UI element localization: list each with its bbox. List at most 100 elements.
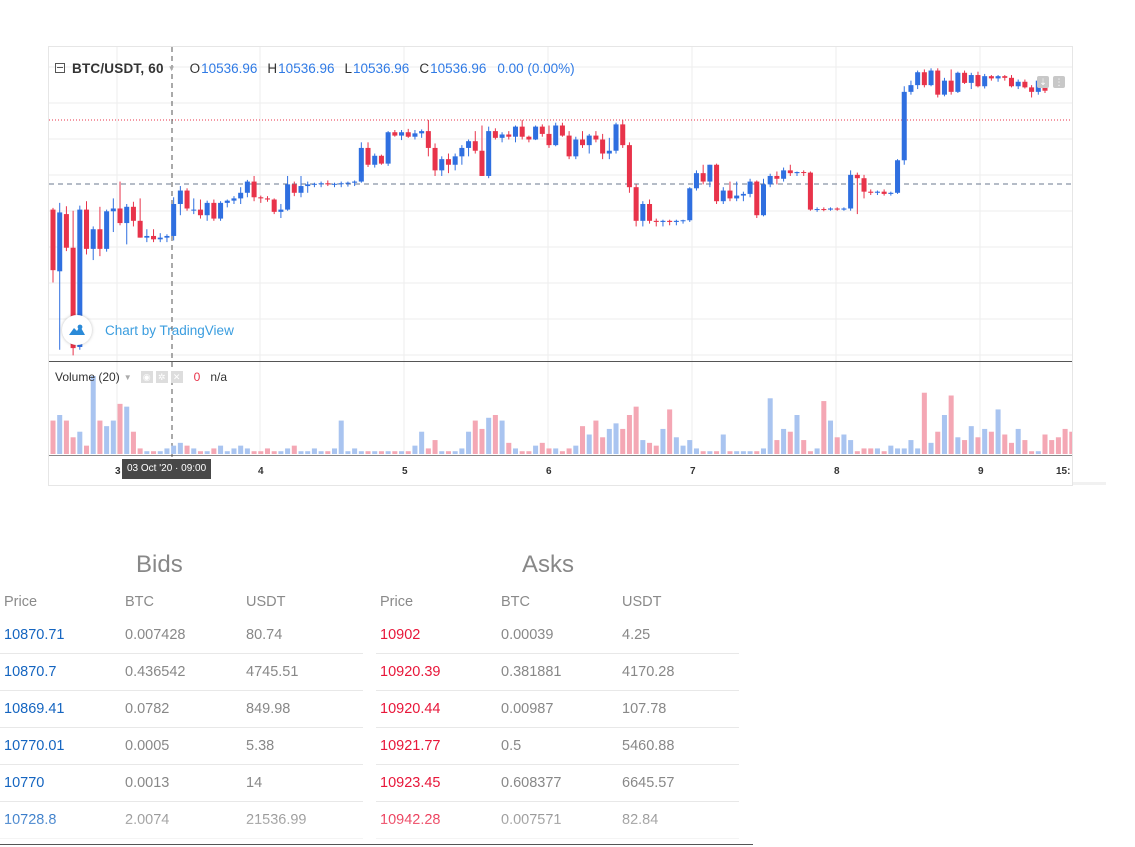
volume-bar <box>365 451 371 454</box>
price-cell: 10870.71 <box>4 627 65 643</box>
volume-bar <box>948 395 954 454</box>
usdt-total-cell: 6645.57 <box>622 775 675 791</box>
volume-bar <box>264 448 270 454</box>
candle-body <box>144 235 150 238</box>
volume-bar <box>486 417 492 454</box>
volume-bar <box>459 448 465 454</box>
volume-bar <box>70 437 76 454</box>
candle-body <box>492 131 498 138</box>
btc-amount-cell: 0.00039 <box>501 627 554 643</box>
price-cell: 10869.41 <box>4 701 65 717</box>
volume-bar <box>445 451 451 454</box>
ask-row[interactable]: 10920.44 0.00987 107.78 <box>376 691 739 728</box>
volume-bar <box>130 431 136 454</box>
candle-body <box>392 132 398 136</box>
candle-body <box>673 220 679 222</box>
price-cell: 10902 <box>380 627 421 643</box>
volume-bar <box>305 451 311 454</box>
candle-body <box>372 155 378 165</box>
volume-bar <box>271 451 277 454</box>
candle-body <box>1002 76 1008 78</box>
volume-bar <box>399 451 405 454</box>
candle-body <box>90 229 96 249</box>
chevron-down-icon[interactable]: ▼ <box>123 372 132 382</box>
ohlc-key-label: C <box>419 60 430 76</box>
change-value: 0.00 (0.00%) <box>497 60 575 76</box>
candle-body <box>358 147 364 182</box>
gear-icon[interactable]: ✲ <box>155 371 168 383</box>
bid-row[interactable]: 10770.01 0.0005 5.38 <box>0 728 363 765</box>
volume-bar <box>110 420 116 454</box>
candle-body <box>1029 87 1035 92</box>
more-icon[interactable]: ⋮ <box>1053 76 1065 88</box>
usdt-total-cell: 5460.88 <box>622 738 675 754</box>
chevron-down-icon[interactable]: ▼ <box>167 63 176 73</box>
volume-bar <box>1029 451 1035 454</box>
bid-row[interactable]: 10870.71 0.007428 80.74 <box>0 617 363 654</box>
volume-bar <box>466 431 472 454</box>
volume-bar <box>104 426 110 454</box>
volume-bar <box>546 448 552 454</box>
ask-row[interactable]: 10942.28 0.007571 82.84 <box>376 802 739 839</box>
volume-bar <box>211 448 217 454</box>
volume-bar <box>164 448 170 454</box>
volume-bar <box>1069 431 1072 454</box>
volume-bar <box>606 428 612 454</box>
collapse-legend-icon[interactable] <box>55 63 65 73</box>
candle-body <box>794 172 800 174</box>
volume-bar <box>767 398 773 454</box>
bid-row[interactable]: 10869.41 0.0782 849.98 <box>0 691 363 728</box>
volume-bar <box>760 448 766 454</box>
x-tick-label: 9 <box>978 466 984 477</box>
volume-bar <box>988 431 994 454</box>
volume-bar <box>318 451 324 454</box>
volume-study-label[interactable]: Volume (20) <box>55 370 120 384</box>
candle-body <box>586 135 592 146</box>
candle-body <box>231 198 237 201</box>
volume-bar <box>405 451 411 454</box>
chart-canvas[interactable] <box>49 47 1072 485</box>
candle-body <box>828 208 834 210</box>
candle-body <box>298 186 304 193</box>
volume-bar <box>539 442 545 454</box>
volume-bar <box>84 445 90 454</box>
btc-amount-cell: 0.00987 <box>501 701 554 717</box>
close-icon[interactable]: ✕ <box>170 371 183 383</box>
bid-row[interactable]: 10728.8 2.0074 21536.99 <box>0 802 363 839</box>
x-tick-label: 8 <box>834 466 840 477</box>
arrow-down-icon[interactable]: ⇣ <box>1037 76 1049 88</box>
ask-row[interactable]: 10923.45 0.608377 6645.57 <box>376 765 739 802</box>
tradingview-badge[interactable]: Chart by TradingView <box>62 315 234 345</box>
x-tick-label: 15: <box>1056 466 1071 477</box>
eye-icon[interactable]: ◉ <box>140 371 153 383</box>
volume-bar <box>854 451 860 454</box>
candle-body <box>821 209 827 211</box>
ask-row[interactable]: 10920.39 0.381881 4170.28 <box>376 654 739 691</box>
candle-body <box>258 197 264 199</box>
ask-row[interactable]: 10921.77 0.5 5460.88 <box>376 728 739 765</box>
bid-row[interactable]: 10870.7 0.436542 4745.51 <box>0 654 363 691</box>
bottom-divider <box>0 844 753 845</box>
volume-bar <box>191 448 197 454</box>
volume-bar <box>740 451 746 454</box>
bid-row[interactable]: 10770 0.0013 14 <box>0 765 363 802</box>
tradingview-chart[interactable]: BTC/USDT, 60 ▼ O10536.96 H10536.96 L10536.… <box>48 46 1073 486</box>
ask-row[interactable]: 10902 0.00039 4.25 <box>376 617 739 654</box>
candle-body <box>77 209 83 347</box>
volume-bar <box>251 451 257 454</box>
usdt-total-cell: 80.74 <box>246 627 283 643</box>
tradingview-link[interactable]: Chart by TradingView <box>105 322 234 338</box>
candle-body <box>807 172 813 210</box>
volume-bar <box>479 428 485 454</box>
ohlc-key-label: H <box>267 60 278 76</box>
volume-bar <box>412 445 418 454</box>
volume-bar <box>244 448 250 454</box>
volume-bar <box>848 440 854 454</box>
price-cell: 10920.44 <box>380 701 441 717</box>
volume-bar <box>881 451 887 454</box>
usdt-total-cell: 4170.28 <box>622 664 675 680</box>
symbol-label[interactable]: BTC/USDT, 60 <box>72 60 164 76</box>
volume-bar <box>358 451 364 454</box>
candle-body <box>660 220 666 222</box>
bids-title: Bids <box>136 551 183 578</box>
